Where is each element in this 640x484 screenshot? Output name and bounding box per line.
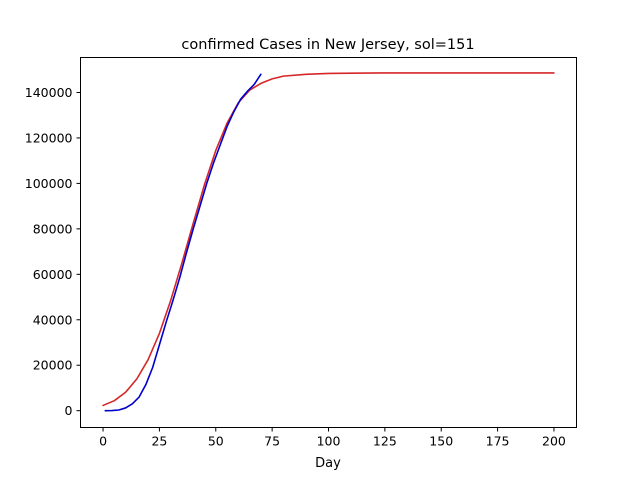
y-tick-label: 0: [65, 403, 73, 418]
y-tick-label: 80000: [33, 221, 73, 236]
series-layer: [102, 72, 555, 412]
y-tick-label: 60000: [33, 267, 73, 282]
x-tick-label: 75: [264, 434, 280, 449]
blue-series-line: [104, 73, 262, 412]
x-tick-label: 125: [373, 434, 397, 449]
chart-title: confirmed Cases in New Jersey, sol=151: [181, 37, 474, 53]
y-tick-label: 140000: [25, 85, 73, 100]
y-axis-ticks: 0 20000 40000 60000 80000 100000 120000 140000: [25, 85, 81, 418]
x-tick-label: 175: [486, 434, 510, 449]
x-tick-label: 100: [317, 434, 341, 449]
y-tick-label: 100000: [25, 176, 73, 191]
y-tick-label: 20000: [33, 358, 73, 373]
x-tick-label: 50: [208, 434, 224, 449]
x-tick-label: 25: [151, 434, 167, 449]
red-series-line: [102, 72, 555, 407]
x-tick-label: 150: [429, 434, 453, 449]
plot-frame: [80, 57, 577, 428]
y-tick-label: 40000: [33, 312, 73, 327]
y-tick-label: 120000: [25, 130, 73, 145]
x-axis-label: Day: [315, 456, 341, 471]
x-tick-label: 200: [542, 434, 566, 449]
x-tick-label: 0: [99, 434, 107, 449]
x-axis-ticks: 0 25 50 75 100 125 150 175 200: [99, 427, 566, 449]
